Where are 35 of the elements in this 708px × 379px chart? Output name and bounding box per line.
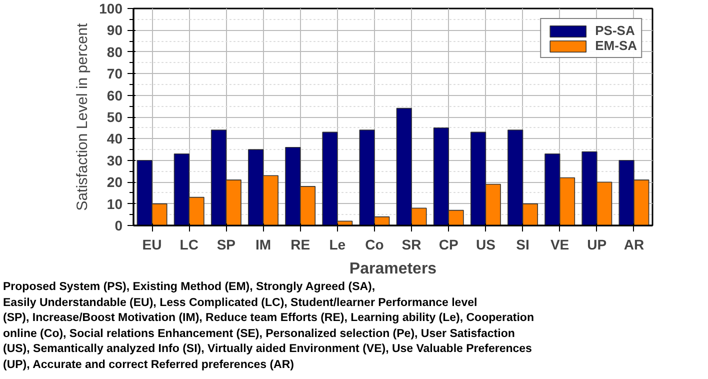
y-tick-label: 10	[106, 196, 123, 212]
text: online (Co), Social relations Enhancement (SE), Personalized selection (Pe), User Satisfaction	[3, 326, 516, 342]
text: (SP), Increase/Boost Motivation (IM), Reduce team Efforts (RE), Learning ability (Le), Cooperation	[3, 311, 534, 326]
y-tick-label: 90	[106, 22, 123, 38]
y-tick-label: 80	[106, 44, 123, 60]
x-tick-label: CP	[438, 236, 458, 252]
x-axis-title: Parameters	[349, 260, 437, 278]
x-tick-label: UP	[587, 236, 607, 252]
x-tick-label: EU	[142, 236, 162, 252]
x-tick-label: SR	[402, 236, 422, 252]
text: Proposed System (PS), Existing Method (EM), Strongly Agreed (SA),	[3, 280, 376, 295]
legend-label: EM-SA	[595, 38, 637, 53]
text: (UP), Accurate and correct Referred preferences (AR)	[3, 358, 295, 372]
y-tick-label: 20	[106, 174, 123, 190]
y-tick-label: 100	[99, 0, 123, 16]
x-tick-label: IM	[255, 236, 272, 252]
y-tick-label: 40	[106, 130, 123, 147]
y-tick-label: 70	[106, 66, 123, 82]
x-tick-label: Co	[365, 236, 384, 252]
y-tick-label: 30	[106, 152, 123, 168]
x-tick-label: LC	[180, 236, 198, 252]
text: (US), Semantically analyzed Info (SI), Virtually aided Environment (VE), Use Valuable Preferences	[3, 342, 533, 357]
y-tick-label: 60	[106, 87, 123, 104]
x-tick-label: AR	[624, 236, 644, 252]
y-axis-title: Satisfaction Level in percent	[74, 22, 92, 211]
x-tick-label: Le	[329, 236, 346, 252]
x-tick-label: VE	[550, 236, 570, 252]
x-tick-label: SP	[216, 236, 236, 252]
text: Easily Understandable (EU), Less Complicated (LC), Student/learner Performance level	[3, 296, 478, 310]
y-tick-label: 50	[106, 109, 123, 125]
x-tick-label: SI	[516, 236, 530, 252]
x-tick-label: US	[476, 236, 496, 252]
legend-label: PS-SA	[595, 23, 635, 38]
y-tick-label: 0	[114, 218, 123, 234]
x-tick-label: RE	[290, 236, 310, 252]
